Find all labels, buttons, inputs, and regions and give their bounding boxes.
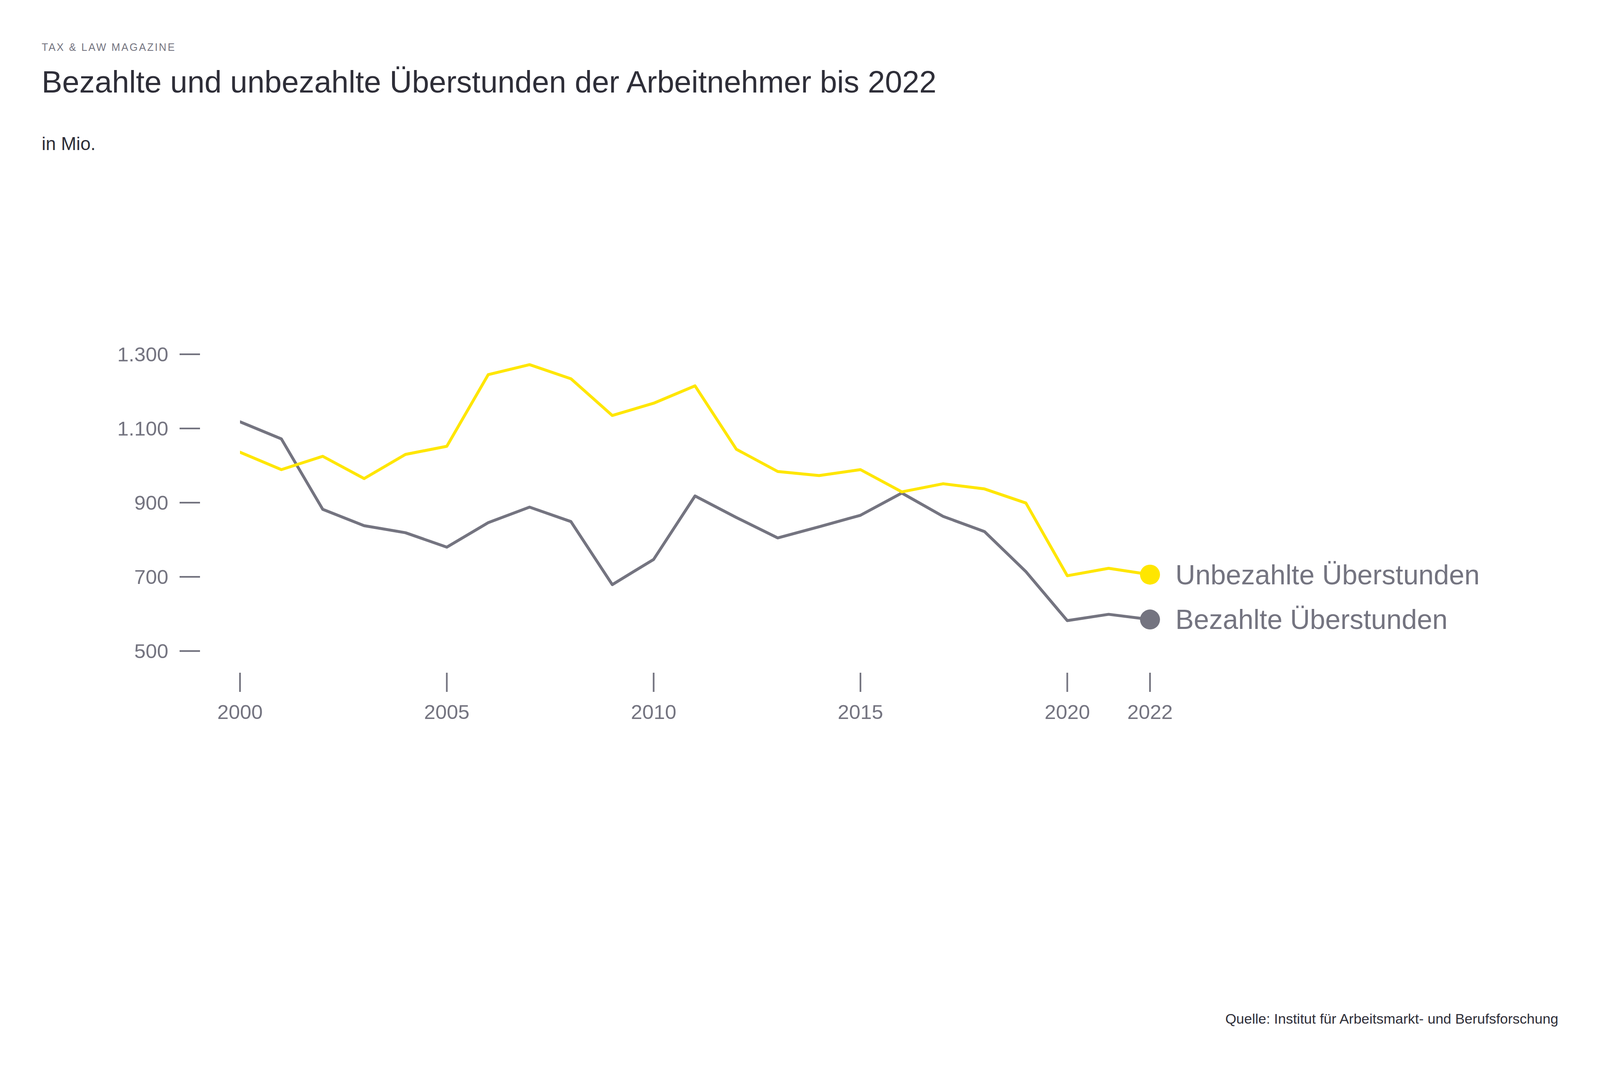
legend: Unbezahlte Überstunden Bezahlte Überstund… (1140, 559, 1480, 635)
y-axis: 500 700 900 1.100 1.300 (117, 342, 200, 663)
source: Quelle: Institut für Arbeitsmarkt- und B… (1225, 1010, 1559, 1027)
x-tick-label: 2005 (424, 700, 470, 723)
y-tick-label: 1.300 (117, 342, 169, 366)
supertitle: TAX & LAW MAGAZINE (41, 41, 176, 53)
y-tick (179, 650, 200, 652)
x-tick (445, 672, 448, 692)
x-tick (1149, 672, 1151, 692)
x-tick-label: 2010 (630, 700, 677, 723)
legend-marker (1140, 609, 1160, 630)
x-tick-label: 2022 (1127, 700, 1173, 723)
subtitle: in Mio. (41, 133, 96, 154)
x-tick (1066, 672, 1068, 692)
chart: TAX & LAW MAGAZINE Bezahlte und unbezahlt… (0, 0, 1600, 1067)
y-tick (179, 427, 200, 430)
x-tick-label: 2015 (837, 700, 884, 723)
plot-area (240, 364, 1150, 621)
x-tick-label: 2020 (1044, 700, 1090, 723)
y-tick-label: 1.100 (117, 417, 169, 440)
x-tick (239, 672, 241, 692)
y-tick-label: 500 (134, 639, 169, 663)
line-series (240, 421, 1150, 621)
legend-marker (1140, 564, 1160, 585)
y-tick (179, 575, 200, 578)
line-series (240, 364, 1150, 576)
y-tick (179, 501, 200, 504)
x-tick-label: 2000 (217, 700, 263, 723)
legend-label: Unbezahlte Überstunden (1175, 559, 1480, 590)
x-tick (859, 672, 862, 692)
y-tick-label: 900 (134, 491, 169, 514)
x-axis: 2000 2005 2010 2015 2020 2022 (217, 672, 1173, 723)
x-tick (652, 672, 655, 692)
legend-label: Bezahlte Überstunden (1175, 603, 1448, 635)
y-tick-label: 700 (134, 565, 169, 588)
y-tick (179, 353, 200, 355)
title: Bezahlte und unbezahlte Überstunden der … (41, 64, 937, 100)
